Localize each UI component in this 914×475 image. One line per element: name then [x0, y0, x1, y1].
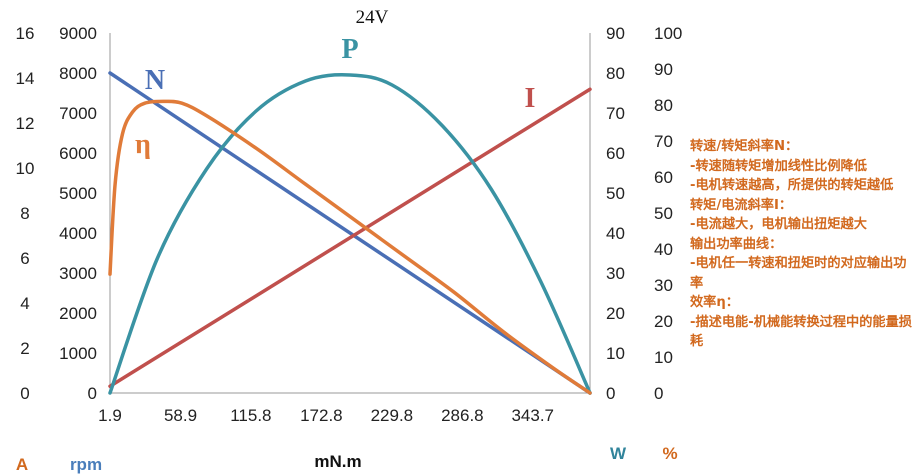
note-torque-current-heading: 转矩/电流斜率I： — [690, 197, 793, 213]
x-tick-label: 286.8 — [441, 406, 484, 425]
series-label-eta: η — [135, 129, 151, 160]
efficiency-tick-label: 60 — [654, 168, 673, 187]
current-tick-label: 2 — [20, 339, 29, 358]
x-axis-label: mN.m — [314, 452, 361, 471]
curves — [108, 71, 592, 395]
series-label-p: P — [341, 34, 358, 65]
speed-tick-label: 7000 — [59, 104, 97, 123]
power-tick-label: 30 — [606, 264, 625, 283]
power-axis-unit: W — [610, 444, 627, 463]
current-tick-label: 8 — [20, 204, 29, 223]
current-tick-label: 16 — [16, 24, 35, 43]
note-power-text: -电机任一转速和扭矩时的对应输出功率 — [690, 256, 907, 291]
note-power-heading: 输出功率曲线： — [690, 236, 783, 252]
speed-tick-label: 9000 — [59, 24, 97, 43]
speed-tick-label: 1000 — [59, 344, 97, 363]
power-tick-label: 80 — [606, 64, 625, 83]
speed-tick-label: 8000 — [59, 64, 97, 83]
current-tick-label: 10 — [16, 159, 35, 178]
tick-labels: 0246810121416010002000300040005000600070… — [16, 24, 683, 425]
note-efficiency-heading: 效率η： — [690, 295, 739, 310]
x-tick-label: 172.8 — [300, 406, 343, 425]
note-efficiency-text: -描述电能-机械能转换过程中的能量损耗 — [690, 314, 912, 350]
speed-axis-unit: rpm — [70, 455, 102, 474]
efficiency-tick-label: 10 — [654, 348, 673, 367]
efficiency-tick-label: 90 — [654, 60, 673, 79]
speed-tick-label: 5000 — [59, 184, 97, 203]
efficiency-tick-label: 40 — [654, 240, 673, 259]
power-tick-label: 90 — [606, 24, 625, 43]
current-tick-label: 12 — [16, 114, 35, 133]
power-curve — [108, 73, 592, 395]
efficiency-curve — [108, 99, 592, 395]
power-tick-label: 0 — [606, 384, 615, 403]
efficiency-tick-label: 100 — [654, 24, 682, 43]
x-tick-label: 115.8 — [230, 406, 271, 425]
current-tick-label: 0 — [20, 384, 29, 403]
x-tick-label: 229.8 — [371, 406, 414, 425]
speed-curve — [108, 71, 592, 395]
current-curve — [108, 87, 592, 388]
speed-tick-label: 4000 — [59, 224, 97, 243]
speed-tick-label: 0 — [88, 384, 97, 403]
power-tick-label: 70 — [606, 104, 625, 123]
speed-tick-label: 6000 — [59, 144, 97, 163]
note-speed-torque-text: -转速随转矩增加线性比例降低 — [690, 158, 867, 174]
speed-tick-label: 2000 — [59, 304, 97, 323]
power-tick-label: 40 — [606, 224, 625, 243]
current-tick-label: 4 — [20, 294, 29, 313]
x-tick-label: 343.7 — [511, 406, 554, 425]
plot-frame — [109, 33, 591, 394]
efficiency-tick-label: 0 — [654, 384, 663, 403]
efficiency-tick-label: 80 — [654, 96, 673, 115]
notes-panel: 转速/转矩斜率N： -转速随转矩增加线性比例降低 -电机转速越高，所提供的转矩越… — [690, 137, 912, 352]
efficiency-tick-label: 20 — [654, 312, 673, 331]
efficiency-axis-unit: % — [662, 444, 677, 463]
power-tick-label: 60 — [606, 144, 625, 163]
efficiency-tick-label: 50 — [654, 204, 673, 223]
power-tick-label: 20 — [606, 304, 625, 323]
speed-tick-label: 3000 — [59, 264, 97, 283]
current-tick-label: 6 — [20, 249, 29, 268]
series-label-i: I — [525, 83, 536, 114]
power-tick-label: 50 — [606, 184, 625, 203]
series-label-n: N — [145, 65, 165, 96]
chart-title: 24V — [356, 7, 389, 28]
note-torque-current-text: -电流越大，电机输出扭矩越大 — [690, 217, 867, 232]
x-tick-label: 58.9 — [164, 406, 197, 425]
efficiency-tick-label: 70 — [654, 132, 673, 151]
current-axis-unit: A — [16, 455, 28, 474]
current-tick-label: 14 — [16, 69, 35, 88]
efficiency-tick-label: 30 — [654, 276, 673, 295]
x-tick-label: 1.9 — [98, 406, 122, 425]
note-speed-torque-heading: 转速/转矩斜率N： — [690, 139, 799, 154]
power-tick-label: 10 — [606, 344, 625, 363]
note-speed-torque-text-2: -电机转速越高，所提供的转矩越低 — [690, 178, 894, 193]
